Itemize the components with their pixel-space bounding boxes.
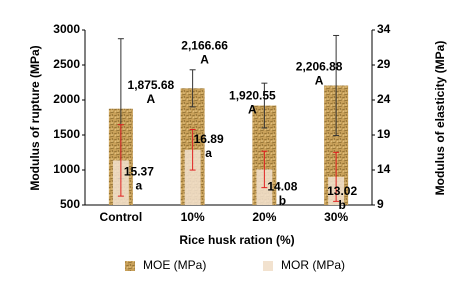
bar <box>184 149 201 205</box>
y-tick-label: 3000 <box>53 22 80 36</box>
y2-axis-title: Modulus of elasticity (MPa) <box>433 41 447 196</box>
x-tick-label: 30% <box>324 210 348 224</box>
legend-label: MOE (MPa) <box>143 258 206 272</box>
y-tick-label: 2000 <box>53 92 80 106</box>
value-label: 15.37 <box>124 165 154 179</box>
legend-label: MOR (MPa) <box>281 258 345 272</box>
value-label: 13.02 <box>327 184 357 198</box>
significance-letter: b <box>338 198 345 212</box>
y2-tick-label: 29 <box>377 57 391 71</box>
y2-tick-label: 14 <box>377 162 391 176</box>
y2-tick-label: 24 <box>377 92 391 106</box>
y-tick-label: 1000 <box>53 162 80 176</box>
x-tick-label: 20% <box>252 210 276 224</box>
significance-letter: A <box>248 103 257 117</box>
x-tick-label: Control <box>100 210 143 224</box>
value-label: 1,920.55 <box>229 89 276 103</box>
legend-swatch <box>263 261 273 271</box>
value-label: 2,206.88 <box>296 60 343 74</box>
value-label: 14.08 <box>267 180 297 194</box>
significance-letter: a <box>136 179 143 193</box>
significance-letter: b <box>279 194 286 208</box>
x-axis-title: Rice husk ration (%) <box>179 233 294 247</box>
y2-tick-label: 9 <box>377 197 384 211</box>
y-axis-title: Modulus of rupture (MPa) <box>28 45 42 190</box>
y-tick-label: 500 <box>60 197 80 211</box>
value-label: 1,875.68 <box>128 78 175 92</box>
y2-tick-label: 19 <box>377 127 391 141</box>
y-tick-label: 1500 <box>53 127 80 141</box>
legend-swatch <box>125 261 135 271</box>
x-tick-label: 10% <box>181 210 205 224</box>
significance-letter: a <box>205 146 212 160</box>
value-label: 2,166.66 <box>181 39 228 53</box>
y2-tick-label: 34 <box>377 22 391 36</box>
significance-letter: A <box>200 53 209 67</box>
significance-letter: A <box>147 92 156 106</box>
significance-letter: A <box>315 74 324 88</box>
y-tick-label: 2500 <box>53 57 80 71</box>
value-label: 16.89 <box>194 132 224 146</box>
